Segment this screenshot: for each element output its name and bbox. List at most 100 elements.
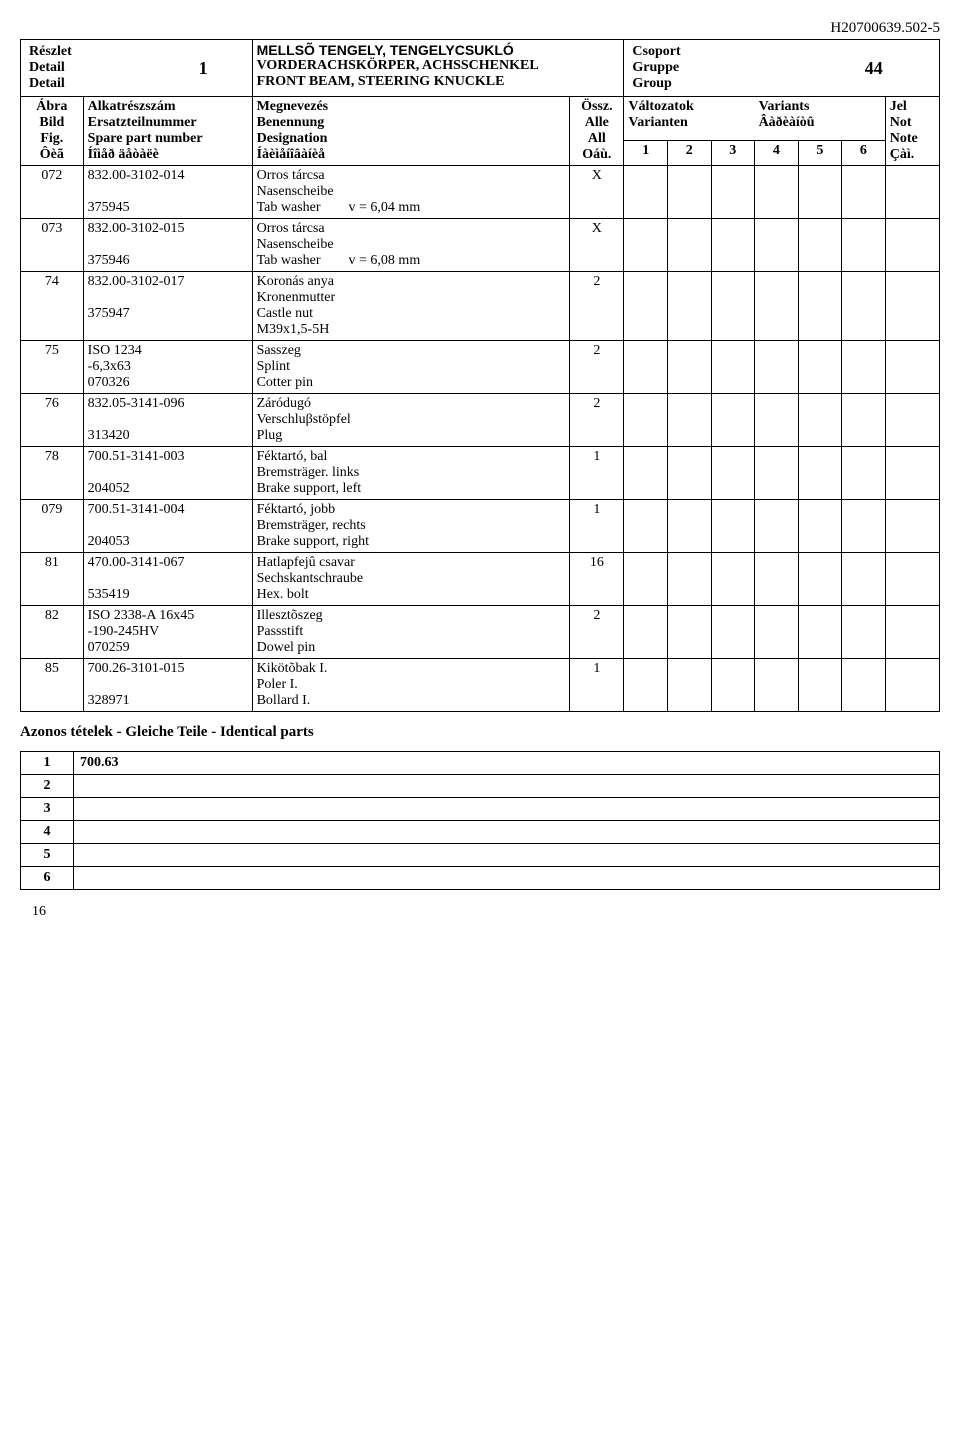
identical-row: 5 xyxy=(21,844,940,867)
variant-cell xyxy=(624,500,668,553)
cell: 85 xyxy=(21,659,84,712)
variant-cell xyxy=(711,394,755,447)
variant-cell xyxy=(798,500,842,553)
identical-num: 3 xyxy=(21,798,74,821)
table-row: 85700.26-3101-015 328971Kikötõbak I. Pol… xyxy=(21,659,940,712)
variant-cell xyxy=(842,166,886,219)
cell: Kikötõbak I. Poler I. Bollard I. xyxy=(252,659,570,712)
variant-cell xyxy=(624,272,668,341)
variant-cell xyxy=(798,272,842,341)
detail-number: 1 xyxy=(159,42,248,94)
detail-label: Részlet Detail Detail xyxy=(25,42,159,94)
cell: 073 xyxy=(21,219,84,272)
variant-cell xyxy=(755,553,799,606)
identical-num: 5 xyxy=(21,844,74,867)
note-cell xyxy=(885,166,939,219)
variant-cell xyxy=(667,341,711,394)
variant-cell xyxy=(798,659,842,712)
cell: 700.51-3141-003 204052 xyxy=(83,447,252,500)
table-row: 079700.51-3141-004 204053Féktartó, jobb … xyxy=(21,500,940,553)
variant-1: 1 xyxy=(624,141,668,166)
note-cell xyxy=(885,272,939,341)
identical-value xyxy=(74,821,940,844)
variant-cell xyxy=(624,606,668,659)
variant-6: 6 xyxy=(842,141,886,166)
document-id: H20700639.502-5 xyxy=(20,20,940,37)
identical-value xyxy=(74,844,940,867)
variant-cell xyxy=(798,341,842,394)
cell: Illesztõszeg Passstift Dowel pin xyxy=(252,606,570,659)
variant-cell xyxy=(711,606,755,659)
variant-cell xyxy=(798,219,842,272)
variant-cell xyxy=(624,341,668,394)
note-cell xyxy=(885,394,939,447)
variant-cell xyxy=(842,553,886,606)
identical-num: 2 xyxy=(21,775,74,798)
variant-cell xyxy=(842,219,886,272)
col-note-header: Jel Not Note Çàì. xyxy=(885,97,939,166)
cell: Záródugó Verschluβstöpfel Plug xyxy=(252,394,570,447)
variant-2: 2 xyxy=(667,141,711,166)
cell: 072 xyxy=(21,166,84,219)
variant-cell xyxy=(842,341,886,394)
variant-cell xyxy=(624,659,668,712)
cell: 2 xyxy=(570,606,624,659)
table-row: 81470.00-3141-067 535419Hatlapfejû csava… xyxy=(21,553,940,606)
variant-cell xyxy=(711,219,755,272)
variant-cell xyxy=(755,500,799,553)
variant-cell xyxy=(755,606,799,659)
col-var-de: Varianten xyxy=(628,115,687,130)
header-row-titles: Részlet Detail Detail 1 MELLSÕ TENGELY, … xyxy=(21,40,940,97)
variant-cell xyxy=(667,166,711,219)
group-number: 44 xyxy=(812,42,935,94)
note-cell xyxy=(885,659,939,712)
variant-cell xyxy=(842,606,886,659)
table-row: 82ISO 2338-A 16x45 -190-245HV 070259Ille… xyxy=(21,606,940,659)
note-cell xyxy=(885,553,939,606)
note-cell xyxy=(885,341,939,394)
identical-row: 4 xyxy=(21,821,940,844)
variant-cell xyxy=(755,166,799,219)
cell: ISO 1234 -6,3x63 070326 xyxy=(83,341,252,394)
title-en: FRONT BEAM, STEERING KNUCKLE xyxy=(257,74,620,90)
cell: 81 xyxy=(21,553,84,606)
variant-cell xyxy=(755,272,799,341)
cell: Orros tárcsa Nasenscheibe Tab washer v =… xyxy=(252,219,570,272)
page-number: 16 xyxy=(20,904,940,920)
variant-cell xyxy=(755,394,799,447)
variant-cell xyxy=(624,219,668,272)
identical-row: 6 xyxy=(21,867,940,890)
group-label: Csoport Gruppe Group xyxy=(628,42,812,94)
identical-parts-title: Azonos tételek - Gleiche Teile - Identic… xyxy=(20,724,940,741)
variant-cell xyxy=(667,219,711,272)
variant-cell xyxy=(842,659,886,712)
cell: X xyxy=(570,166,624,219)
identical-row: 1700.63 xyxy=(21,752,940,775)
cell: Féktartó, bal Bremsträger. links Brake s… xyxy=(252,447,570,500)
variant-cell xyxy=(667,553,711,606)
variant-cell xyxy=(798,553,842,606)
variant-cell xyxy=(624,553,668,606)
note-cell xyxy=(885,219,939,272)
identical-num: 4 xyxy=(21,821,74,844)
identical-value xyxy=(74,775,940,798)
variant-cell xyxy=(711,447,755,500)
cell: 2 xyxy=(570,341,624,394)
variant-cell xyxy=(667,394,711,447)
variant-cell xyxy=(624,394,668,447)
variant-cell xyxy=(667,447,711,500)
cell: 832.00-3102-017 375947 xyxy=(83,272,252,341)
variant-cell xyxy=(667,659,711,712)
variant-cell xyxy=(667,606,711,659)
title-de: VORDERACHSKÖRPER, ACHSSCHENKEL xyxy=(257,58,620,74)
variant-cell xyxy=(842,500,886,553)
col-var-ru: Âàðèàíòû xyxy=(759,115,815,130)
cell: 78 xyxy=(21,447,84,500)
cell: 1 xyxy=(570,500,624,553)
cell: X xyxy=(570,219,624,272)
variant-cell xyxy=(842,447,886,500)
cell: 76 xyxy=(21,394,84,447)
table-row: 073832.00-3102-015 375946Orros tárcsa Na… xyxy=(21,219,940,272)
cell: 832.05-3141-096 313420 xyxy=(83,394,252,447)
note-cell xyxy=(885,606,939,659)
